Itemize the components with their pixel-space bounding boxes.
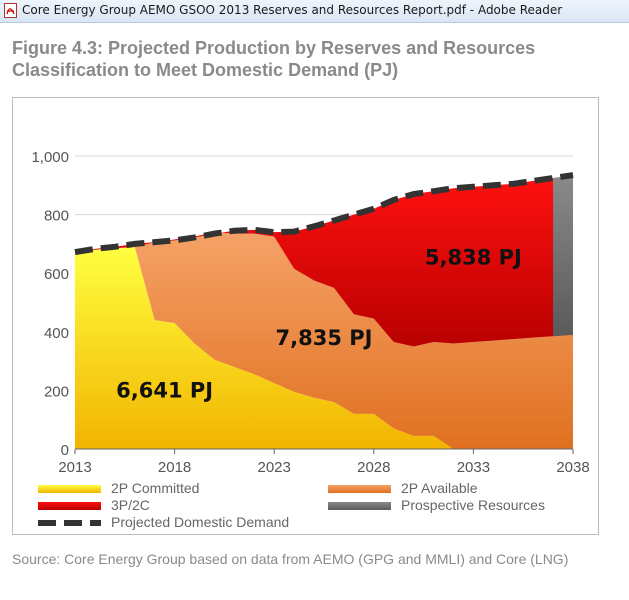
area-total-label: 7,835 PJ: [276, 326, 373, 350]
window-title: Core Energy Group AEMO GSOO 2013 Reserve…: [22, 3, 563, 17]
chart-frame: 0 200 400 600 800 1,000 2013 2018 2023 2028 2033 20…: [12, 97, 599, 535]
legend-swatch: [328, 502, 391, 510]
legend-label: Prospective Resources: [401, 497, 545, 513]
figure-title: Figure 4.3: Projected Production by Rese…: [12, 38, 536, 80]
figure-source: Source: Core Energy Group based on data …: [12, 551, 569, 567]
area-2p-available: [75, 232, 573, 449]
area-prospective-resources-fill: [553, 175, 573, 337]
chart: 0 200 400 600 800 1,000 2013 2018 2023 2028 2033 20…: [31, 149, 589, 530]
legend-label: 2P Available: [401, 480, 478, 496]
area-2p-committed: [75, 246, 573, 449]
x-tick-label: 2038: [556, 459, 589, 476]
legend-label: 3P/2C: [111, 497, 150, 513]
y-tick-label: 400: [44, 325, 69, 342]
y-tick-label: 600: [44, 266, 69, 283]
demand-line: [74, 172, 574, 256]
legend-swatch: [38, 502, 101, 510]
legend-swatch: [38, 485, 101, 493]
y-tick-label: 0: [61, 442, 69, 459]
legend-label: Projected Domestic Demand: [111, 514, 289, 530]
x-tick-label: 2033: [457, 459, 490, 476]
x-tick-label: 2023: [258, 459, 291, 476]
legend-swatch: [328, 485, 391, 493]
y-tick-label: 1,000: [31, 149, 69, 166]
window-titlebar: Core Energy Group AEMO GSOO 2013 Reserve…: [0, 0, 629, 23]
x-tick-label: 2013: [58, 459, 91, 476]
x-tick-label: 2028: [357, 459, 390, 476]
area-total-label: 5,838 PJ: [425, 245, 522, 269]
pdf-icon: [4, 3, 17, 18]
area-3p-2c-fill: [75, 177, 573, 347]
x-tick-label: 2018: [158, 459, 191, 476]
y-tick-label: 800: [44, 208, 69, 225]
area-total-label: 6,641 PJ: [116, 379, 213, 403]
y-tick-label: 200: [44, 383, 69, 400]
legend-label: 2P Committed: [111, 480, 199, 496]
